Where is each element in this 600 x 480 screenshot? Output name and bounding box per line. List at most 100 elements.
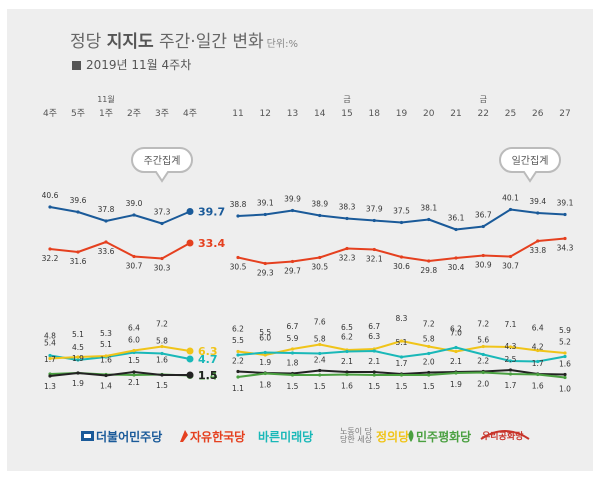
data-label: 7.2 xyxy=(423,320,435,329)
data-label: 1.6 xyxy=(156,356,168,365)
series-point-justice-daily xyxy=(236,349,240,354)
series-point-urigonghwa-weekly xyxy=(104,373,108,378)
x-tick-label: 19 xyxy=(396,109,408,119)
data-label: 6.2 xyxy=(450,325,462,334)
data-label: 6.2 xyxy=(341,333,353,342)
x-tick-label: 12 xyxy=(260,109,271,119)
series-point-bareun-daily xyxy=(536,359,540,364)
data-label: 39.0 xyxy=(126,199,143,208)
data-label: 7.2 xyxy=(477,320,489,329)
series-point-hankook-daily xyxy=(345,246,349,251)
series-point-bareun-weekly xyxy=(160,351,164,356)
data-label: 1.6 xyxy=(559,360,571,369)
series-point-pyeonghwa-daily xyxy=(318,373,322,377)
legend-label-justice: 정의당 xyxy=(376,429,410,444)
data-label: 31.6 xyxy=(70,257,87,266)
data-label: 36.1 xyxy=(448,214,465,223)
data-label: 30.5 xyxy=(230,263,247,272)
series-point-bareun-daily xyxy=(563,354,567,359)
minjoo-logo-icon xyxy=(81,431,94,441)
series-point-hankook-daily xyxy=(481,253,485,258)
series-point-hankook-daily xyxy=(372,247,376,252)
data-label: 4.2 xyxy=(532,343,544,352)
series-point-minjoo-daily xyxy=(454,227,458,232)
series-point-hankook-weekly xyxy=(76,250,80,254)
series-point-justice-weekly xyxy=(132,348,136,353)
unit-label: 단위:% xyxy=(266,39,298,50)
x-tick-label: 5주 xyxy=(71,108,85,119)
data-label: 6.3 xyxy=(368,332,380,341)
series-point-hankook-daily xyxy=(263,261,267,266)
data-label: 2.2 xyxy=(477,357,489,366)
series-point-justice-daily xyxy=(263,353,267,357)
series-point-hankook-weekly xyxy=(132,254,136,259)
series-point-pyeonghwa-daily xyxy=(290,373,295,377)
legend-item-pyeonghwa: 민주평화당 xyxy=(406,425,471,447)
series-point-justice-weekly xyxy=(48,356,52,361)
data-label: 5.1 xyxy=(100,340,112,349)
data-label: 30.5 xyxy=(311,263,328,272)
x-tick-label: 13 xyxy=(287,109,298,119)
series-point-justice-daily xyxy=(508,345,513,349)
series-point-pyeonghwa-daily xyxy=(563,375,567,380)
data-label: 1.5 xyxy=(314,382,326,391)
data-label: 30.3 xyxy=(154,264,171,273)
series-point-justice-weekly xyxy=(76,355,80,359)
series-point-minjoo-weekly xyxy=(104,219,108,223)
x-tick-label: 20 xyxy=(423,109,435,119)
x-tick-label: 25 xyxy=(505,109,516,119)
series-point-urigonghwa-weekly xyxy=(48,374,52,378)
series-point-justice-daily xyxy=(318,342,322,347)
series-point-justice-daily xyxy=(427,344,431,349)
series-point-urigonghwa-weekly xyxy=(186,371,194,379)
data-label: 6.0 xyxy=(259,334,271,343)
data-label: 29.8 xyxy=(420,266,437,275)
legend-justice-note: 노동이 당당한 세상 xyxy=(340,427,372,444)
series-point-urigonghwa-daily xyxy=(427,370,431,375)
series-point-bareun-daily xyxy=(372,349,376,353)
data-label: 1.9 xyxy=(72,379,84,388)
data-label: 37.8 xyxy=(98,205,115,214)
series-point-bareun-daily xyxy=(427,351,431,356)
series-point-bareun-daily xyxy=(263,350,267,355)
data-label: 1.5 xyxy=(396,382,408,391)
x-tick-label: 11 xyxy=(232,109,243,119)
series-point-bareun-daily xyxy=(236,353,240,357)
data-label: 40.6 xyxy=(42,191,59,200)
data-label: 7.2 xyxy=(156,320,168,329)
callout-label: 주간집계 xyxy=(144,155,181,167)
legend-item-hankook: 자유한국당 xyxy=(178,425,245,447)
data-label: 6.7 xyxy=(287,322,299,331)
data-label: 1.6 xyxy=(100,356,112,365)
data-label: 8.3 xyxy=(396,314,408,323)
data-label: 33.6 xyxy=(98,247,115,256)
data-label: 1.0 xyxy=(559,385,571,394)
series-point-pyeonghwa-daily xyxy=(481,370,485,375)
series-point-urigonghwa-weekly xyxy=(160,373,164,377)
x-tick-label: 14 xyxy=(314,109,326,119)
x-tick-label: 3주 xyxy=(155,108,169,119)
series-point-pyeonghwa-daily xyxy=(427,373,431,377)
chart-subtitle: 2019년 11월 4주차 xyxy=(72,56,191,73)
series-point-justice-daily xyxy=(290,347,295,351)
data-label: 1.5 xyxy=(287,382,299,391)
x-tick-label: 4주 xyxy=(183,108,197,119)
series-point-bareun-weekly xyxy=(48,353,52,358)
data-label-last: 1.5 xyxy=(198,369,218,382)
legend-label-minjoo: 더불어민주당 xyxy=(96,429,163,444)
series-point-pyeonghwa-daily xyxy=(536,372,540,377)
data-label: 30.9 xyxy=(475,261,492,270)
data-label: 5.1 xyxy=(396,338,408,347)
data-label: 5.6 xyxy=(477,336,489,345)
data-label: 4.5 xyxy=(72,343,84,352)
series-point-hankook-daily xyxy=(290,259,295,264)
data-label: 39.6 xyxy=(70,196,87,205)
series-point-minjoo-daily xyxy=(563,212,567,217)
legend-item-bareun: 바른미래당 xyxy=(258,425,313,447)
title-part1: 정당 xyxy=(70,32,107,52)
series-point-minjoo-daily xyxy=(318,213,322,218)
series-point-hankook-weekly xyxy=(104,240,108,244)
data-label: 2.1 xyxy=(368,357,380,366)
data-label: 37.9 xyxy=(366,205,383,214)
data-label: 38.9 xyxy=(311,200,328,209)
